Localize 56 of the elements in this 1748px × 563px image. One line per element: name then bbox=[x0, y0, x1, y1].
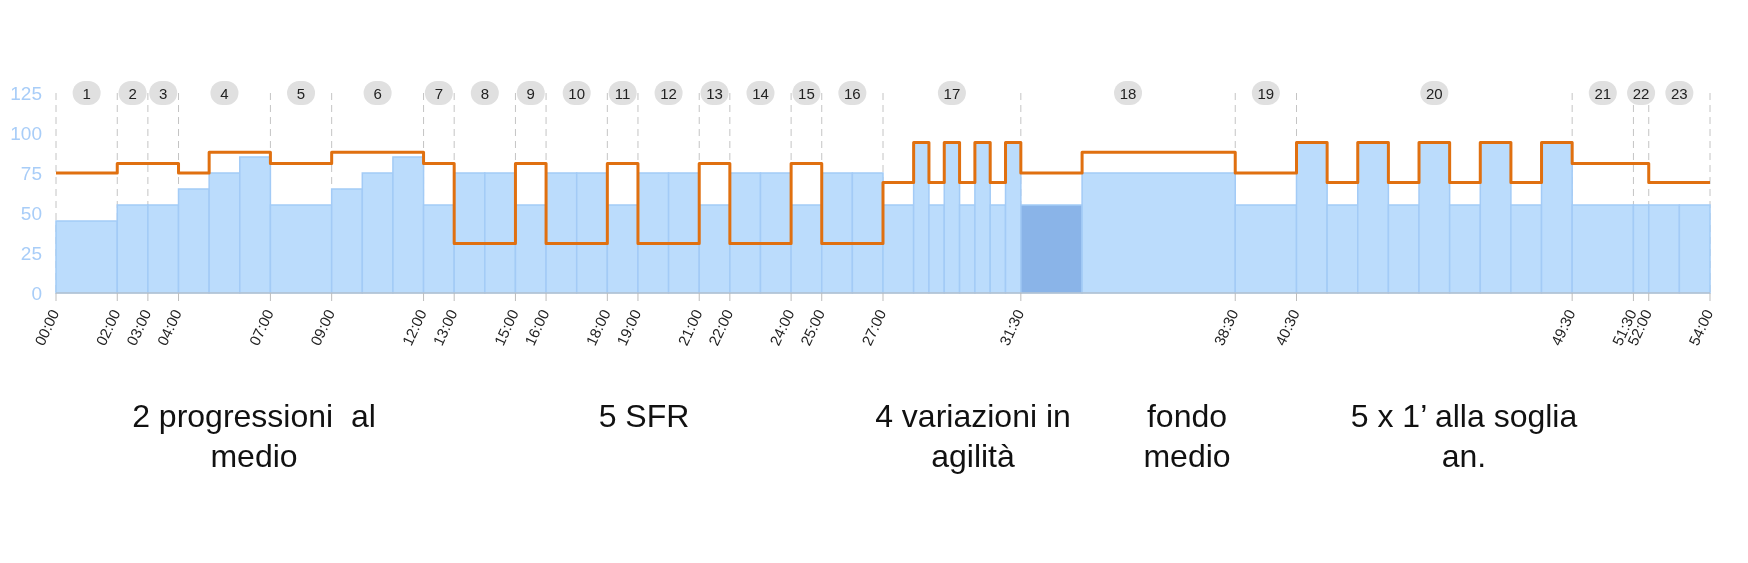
x-tick-label: 02:00 bbox=[92, 306, 124, 348]
x-tick-label: 12:00 bbox=[398, 306, 430, 348]
annotation: 6 bbox=[373, 85, 382, 102]
annotation: 13 bbox=[706, 85, 723, 102]
x-tick-label: 31:30 bbox=[995, 306, 1028, 348]
annotation: 15 bbox=[798, 85, 815, 102]
annotation: 12 bbox=[660, 85, 677, 102]
annotation: 11 bbox=[614, 85, 631, 102]
annotation: 4 bbox=[220, 85, 229, 102]
x-tick-label: 49:30 bbox=[1547, 306, 1579, 348]
annotation: 16 bbox=[844, 85, 861, 102]
x-tick-label: 03:00 bbox=[122, 306, 155, 348]
annotation: 21 bbox=[1594, 85, 1612, 102]
annotation: 5 bbox=[296, 85, 306, 102]
y-tick-label: 0 bbox=[31, 283, 42, 304]
text: 2 progressioni al medio bbox=[131, 397, 377, 476]
x-tick-label: 04:00 bbox=[153, 306, 185, 348]
x-tick-label: 07:00 bbox=[245, 306, 277, 348]
x-tick-label: 38:30 bbox=[1210, 306, 1242, 348]
text: 5 x 1’ alla soglia an. bbox=[1349, 397, 1579, 476]
annotation: 2 bbox=[128, 85, 137, 102]
y-tick-label: 25 bbox=[20, 243, 42, 264]
x-tick-label: 15:00 bbox=[490, 306, 522, 348]
annotation: 17 bbox=[943, 85, 961, 102]
annotation: 8 bbox=[480, 85, 489, 102]
x-tick-label: 24:00 bbox=[766, 306, 798, 348]
y-tick-label: 125 bbox=[10, 83, 42, 104]
x-tick-label: 54:00 bbox=[1685, 306, 1717, 348]
x-tick-label: 09:00 bbox=[306, 306, 338, 348]
annotation: 14 bbox=[752, 85, 769, 102]
text: 5 SFR bbox=[597, 397, 691, 436]
annotation: 7 bbox=[434, 85, 444, 102]
annotation: 18 bbox=[1119, 85, 1137, 102]
annotation: 20 bbox=[1425, 85, 1443, 102]
x-tick-label: 00:00 bbox=[31, 306, 63, 348]
y-tick-label: 100 bbox=[10, 123, 42, 144]
x-tick-label: 13:00 bbox=[429, 306, 461, 348]
x-tick-label: 40:30 bbox=[1271, 306, 1303, 348]
x-tick-label: 22:00 bbox=[704, 306, 737, 348]
y-tick-label: 75 bbox=[20, 163, 42, 184]
x-tick-label: 18:00 bbox=[582, 306, 614, 348]
x-tick-label: 27:00 bbox=[858, 306, 890, 348]
annotation: 22 bbox=[1632, 85, 1650, 102]
text: 4 variazioni in agilità bbox=[874, 397, 1072, 476]
x-tick-label: 16:00 bbox=[521, 306, 553, 348]
annotation: 1 bbox=[82, 85, 91, 102]
x-tick-label: 21:00 bbox=[674, 306, 706, 348]
x-tick-label: 19:00 bbox=[613, 306, 645, 348]
y-tick-label: 50 bbox=[20, 203, 42, 224]
annotation: 23 bbox=[1671, 85, 1688, 102]
text: fondo medio bbox=[1142, 397, 1232, 476]
annotation: 9 bbox=[526, 85, 535, 102]
annotation: 19 bbox=[1257, 85, 1275, 102]
annotation: 10 bbox=[568, 85, 586, 102]
annotation: 3 bbox=[159, 85, 168, 102]
x-tick-label: 25:00 bbox=[796, 306, 829, 348]
